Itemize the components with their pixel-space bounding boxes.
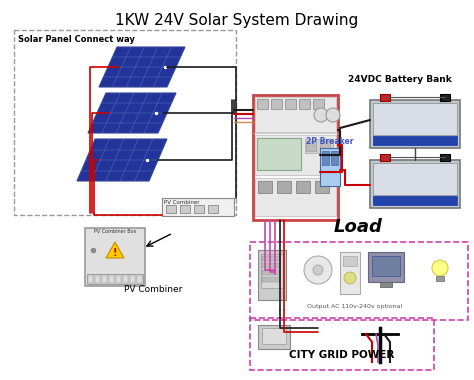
Bar	[137, 275, 142, 283]
Bar	[306, 141, 316, 151]
Bar	[373, 136, 457, 145]
Bar	[261, 254, 283, 288]
Bar	[166, 205, 176, 213]
Bar	[436, 276, 444, 281]
Bar	[285, 99, 296, 109]
Bar	[250, 318, 434, 370]
Bar	[258, 250, 286, 300]
Bar	[250, 242, 468, 320]
Bar	[262, 263, 280, 268]
Bar	[255, 97, 336, 132]
Bar	[299, 99, 310, 109]
Bar	[194, 205, 204, 213]
Bar	[253, 95, 338, 220]
Bar	[258, 181, 272, 193]
Bar	[123, 275, 128, 283]
Text: Solar Panel Connect way: Solar Panel Connect way	[18, 35, 135, 44]
Text: PV Combiner: PV Combiner	[124, 285, 182, 294]
Text: 2P Breaker: 2P Breaker	[306, 137, 354, 146]
Bar	[255, 135, 336, 175]
Bar	[343, 256, 357, 266]
Bar	[370, 100, 460, 148]
Bar	[255, 178, 336, 216]
Bar	[95, 275, 100, 283]
Bar	[380, 282, 392, 287]
Circle shape	[314, 108, 328, 122]
Bar	[180, 205, 190, 213]
Circle shape	[326, 108, 340, 122]
Bar	[340, 252, 360, 294]
Bar	[88, 275, 93, 283]
Bar	[373, 103, 457, 135]
Bar	[373, 196, 457, 205]
Polygon shape	[77, 139, 167, 181]
Text: Load: Load	[334, 218, 383, 236]
Bar	[373, 163, 457, 195]
Bar	[296, 181, 310, 193]
Bar	[109, 275, 114, 283]
Bar	[257, 138, 301, 170]
Bar	[262, 277, 280, 282]
Text: CITY GRID POWER: CITY GRID POWER	[289, 350, 395, 360]
Polygon shape	[106, 242, 124, 258]
Bar	[370, 160, 460, 208]
Bar	[85, 228, 145, 286]
Circle shape	[304, 256, 332, 284]
Bar	[271, 99, 282, 109]
Bar	[208, 205, 218, 213]
Text: 1KW 24V Solar System Drawing: 1KW 24V Solar System Drawing	[115, 13, 359, 28]
Bar	[257, 99, 268, 109]
Circle shape	[432, 260, 448, 276]
Text: PV Combiner Box: PV Combiner Box	[94, 229, 136, 234]
Bar	[368, 252, 404, 282]
Bar	[331, 151, 338, 165]
Circle shape	[313, 265, 323, 275]
Bar	[313, 99, 324, 109]
Bar	[162, 198, 234, 216]
Bar	[322, 151, 329, 165]
Bar	[320, 141, 330, 151]
Circle shape	[344, 272, 356, 284]
Bar	[372, 256, 400, 276]
Bar	[87, 274, 143, 284]
Polygon shape	[88, 93, 176, 133]
Bar	[440, 154, 450, 161]
Bar	[305, 139, 333, 153]
Bar	[116, 275, 121, 283]
Bar	[262, 256, 280, 261]
Bar	[14, 30, 236, 215]
Bar	[380, 94, 390, 101]
Text: !: !	[113, 248, 117, 258]
Text: 24VDC Battery Bank: 24VDC Battery Bank	[348, 75, 452, 84]
Bar	[262, 270, 280, 275]
Bar	[102, 275, 107, 283]
Bar	[262, 328, 286, 344]
Text: PV Combiner: PV Combiner	[164, 200, 200, 205]
Bar	[380, 154, 390, 161]
Bar	[130, 275, 135, 283]
Bar	[277, 181, 291, 193]
Text: Output AC 110v-240v optional: Output AC 110v-240v optional	[307, 304, 402, 309]
Bar	[320, 148, 340, 186]
Polygon shape	[99, 47, 185, 87]
Bar	[315, 181, 329, 193]
Bar	[440, 94, 450, 101]
Bar	[258, 325, 290, 349]
